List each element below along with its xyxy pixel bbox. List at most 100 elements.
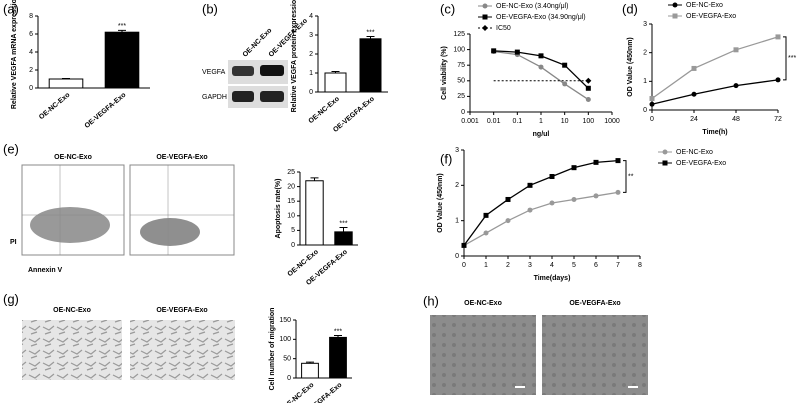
y-tick-label: 0 <box>461 109 465 116</box>
data-point <box>775 34 781 40</box>
data-point <box>514 49 520 55</box>
y-tick-label: 4 <box>309 13 313 20</box>
blot-band <box>260 91 284 102</box>
y-tick-label: 2 <box>29 67 33 74</box>
x-tick-label: 48 <box>732 116 740 123</box>
series-line <box>651 36 779 100</box>
y-tick-label: 2 <box>455 182 459 189</box>
legend-label: OE-VEGFA-Exo <box>676 160 726 167</box>
blot-label: GAPDH <box>202 94 227 101</box>
y-tick-label: 10 <box>287 213 295 220</box>
image-label: OE-VEGFA-Exo <box>569 300 620 307</box>
y-axis-label: Cell number of migration <box>269 308 276 391</box>
legend-marker <box>482 3 488 9</box>
x-axis-label: ng/ul <box>533 131 550 138</box>
x-tick-label: OE-NC-Exo <box>308 96 341 126</box>
legend-marker <box>662 160 668 166</box>
data-point <box>649 101 655 107</box>
legend-label: OE-NC-Exo (3.40ng/μl) <box>496 3 569 10</box>
y-tick-label: 0 <box>291 242 295 249</box>
x-axis-label: Time(h) <box>702 129 727 136</box>
bar <box>329 336 347 379</box>
image-label: OE-VEGFA-Exo <box>156 154 207 161</box>
legend-label: IC50 <box>496 25 511 32</box>
x-tick-label: OE-NC-Exo <box>282 382 315 403</box>
x-tick-label: 3 <box>528 262 532 269</box>
data-point <box>571 196 577 202</box>
axis-label: Annexin V <box>28 267 63 274</box>
y-tick-label: 50 <box>283 356 291 363</box>
image-label: OE-NC-Exo <box>53 307 91 314</box>
y-axis-label: Apoptosis rate(%) <box>275 179 282 239</box>
y-tick-label: 75 <box>457 62 465 69</box>
y-axis-label: Cell viability (%) <box>441 46 448 100</box>
legend-marker <box>662 149 668 155</box>
data-point <box>461 242 467 248</box>
panel-letter: (d) <box>622 1 638 16</box>
flow-cloud <box>140 218 200 246</box>
x-tick-label: OE-NC-Exo <box>38 92 71 122</box>
micrograph <box>22 320 122 380</box>
micrograph <box>430 315 536 395</box>
x-tick-label: 100 <box>582 118 594 125</box>
y-tick-label: 2 <box>309 51 313 58</box>
legend-marker <box>482 25 488 31</box>
x-tick-label: OE-VEGFA-Exo <box>84 92 128 130</box>
legend-label: OE-NC-Exo <box>676 149 713 156</box>
y-tick-label: 15 <box>287 198 295 205</box>
legend-marker <box>672 2 678 8</box>
series-line <box>493 50 589 101</box>
legend-label: OE-VEGFA-Exo (34.90ng/μl) <box>496 14 586 21</box>
panel-letter: (b) <box>202 1 218 16</box>
data-point <box>775 77 781 83</box>
series-line <box>463 159 619 246</box>
data-point <box>562 62 568 68</box>
annotation: *** <box>334 328 342 335</box>
data-point <box>691 65 697 71</box>
x-tick-label: 2 <box>506 262 510 269</box>
x-tick-label: 0 <box>462 262 466 269</box>
y-tick-label: 5 <box>291 227 295 234</box>
y-tick-label: 100 <box>279 336 291 343</box>
y-tick-label: 1 <box>309 70 313 77</box>
series-line <box>651 79 779 105</box>
bar <box>104 31 140 89</box>
data-point <box>593 159 599 165</box>
y-tick-label: 0 <box>29 85 33 92</box>
data-point <box>491 48 497 54</box>
x-tick-label: 0 <box>650 116 654 123</box>
y-tick-label: 3 <box>455 147 459 154</box>
error-bar <box>334 334 342 338</box>
panel-letter: (a) <box>3 1 19 16</box>
y-tick-label: 150 <box>279 317 291 324</box>
data-point <box>538 64 544 70</box>
blot-band <box>260 65 284 76</box>
significance-bracket <box>783 36 787 81</box>
data-point <box>562 81 568 87</box>
data-point <box>691 91 697 97</box>
scale-bar <box>515 386 525 388</box>
data-point <box>593 193 599 199</box>
error-bar <box>306 361 314 364</box>
legend-marker <box>672 13 678 19</box>
y-tick-label: 25 <box>287 169 295 176</box>
y-tick-label: 20 <box>287 183 295 190</box>
y-tick-label: 25 <box>457 93 465 100</box>
y-tick-label: 0 <box>287 375 291 382</box>
data-point <box>585 97 591 103</box>
y-tick-label: 8 <box>29 13 33 20</box>
bar <box>359 38 382 93</box>
x-tick-label: 24 <box>690 116 698 123</box>
x-tick-label: 7 <box>616 262 620 269</box>
panel-letter: (f) <box>440 151 452 166</box>
annotation: *** <box>118 23 126 30</box>
bar <box>48 78 84 89</box>
y-tick-label: 1 <box>643 78 647 85</box>
y-tick-label: 0 <box>643 107 647 114</box>
x-tick-label: 72 <box>774 116 782 123</box>
bar <box>305 180 324 246</box>
y-tick-label: 1 <box>455 218 459 225</box>
micrograph <box>130 320 235 380</box>
series-line <box>463 191 619 246</box>
